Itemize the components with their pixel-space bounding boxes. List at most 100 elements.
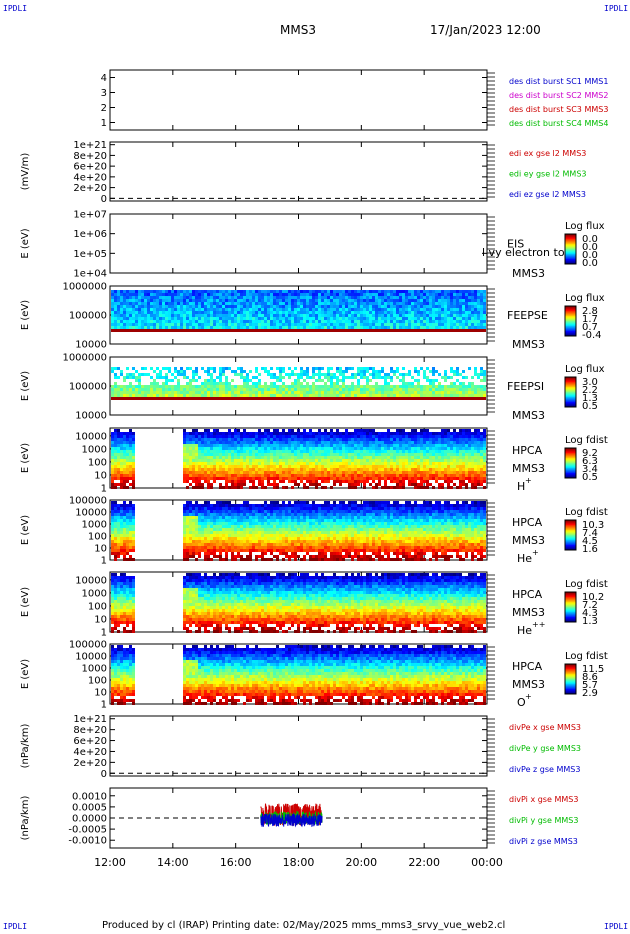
spectrogram-cell bbox=[426, 486, 429, 489]
spectrogram-cell bbox=[237, 450, 240, 453]
spectrogram-cell bbox=[360, 299, 363, 302]
spectrogram-cell bbox=[387, 397, 390, 400]
spectrogram-cell bbox=[150, 296, 153, 299]
spectrogram-cell bbox=[222, 311, 225, 314]
spectrogram-cell bbox=[195, 435, 198, 438]
spectrogram-cell bbox=[381, 435, 384, 438]
spectrogram-cell bbox=[381, 293, 384, 296]
spectrogram-cell bbox=[465, 290, 468, 293]
spectrogram-cell bbox=[132, 329, 135, 332]
spectrogram-cell bbox=[438, 468, 441, 471]
spectrogram-cell bbox=[264, 453, 267, 456]
spectrogram-cell bbox=[213, 397, 216, 400]
spectrogram-cell bbox=[417, 450, 420, 453]
spectrogram-cell bbox=[375, 438, 378, 441]
spectrogram-cell bbox=[447, 293, 450, 296]
spectrogram-cell bbox=[336, 465, 339, 468]
spectrogram-cell bbox=[435, 311, 438, 314]
spectrogram-cell bbox=[399, 388, 402, 391]
spectrogram-cell bbox=[171, 320, 174, 323]
spectrogram-cell bbox=[261, 432, 264, 435]
spectrogram-cell bbox=[126, 317, 129, 320]
spectrogram-cell bbox=[258, 450, 261, 453]
spectrogram-cell bbox=[411, 465, 414, 468]
spectrogram-cell bbox=[219, 367, 222, 370]
spectrogram-cell bbox=[120, 447, 123, 450]
spectrogram-cell bbox=[402, 456, 405, 459]
spectrogram-cell bbox=[129, 447, 132, 450]
spectrogram-cell bbox=[420, 462, 423, 465]
spectrogram-cell bbox=[174, 314, 177, 317]
spectrogram-cell bbox=[447, 447, 450, 450]
spectrogram-cell bbox=[411, 394, 414, 397]
spectrogram-cell bbox=[285, 447, 288, 450]
spectrogram-cell bbox=[339, 323, 342, 326]
spectrogram-cell bbox=[405, 397, 408, 400]
spectrogram-cell bbox=[234, 441, 237, 444]
spectrogram-cell bbox=[306, 296, 309, 299]
spectrogram-cell bbox=[468, 305, 471, 308]
spectrogram-cell bbox=[414, 435, 417, 438]
spectrogram-cell bbox=[339, 480, 342, 483]
spectrogram-cell bbox=[351, 435, 354, 438]
spectrogram-cell bbox=[375, 444, 378, 447]
spectrogram-cell bbox=[135, 290, 138, 293]
spectrogram-cell bbox=[219, 435, 222, 438]
spectrogram-cell bbox=[360, 456, 363, 459]
spectrogram-cell bbox=[459, 317, 462, 320]
spectrogram-cell bbox=[282, 394, 285, 397]
spectrogram-cell bbox=[267, 385, 270, 388]
spectrogram-cell bbox=[336, 397, 339, 400]
spectrogram-cell bbox=[282, 453, 285, 456]
corner-label-top-left: IPDLI bbox=[3, 4, 28, 13]
spectrogram-cell bbox=[237, 367, 240, 370]
spectrogram-cell bbox=[150, 329, 153, 332]
spectrogram-cell bbox=[420, 391, 423, 394]
spectrogram-cell bbox=[387, 329, 390, 332]
spectrogram-cell bbox=[438, 474, 441, 477]
spectrogram-cell bbox=[189, 474, 192, 477]
spectrogram-cell bbox=[345, 314, 348, 317]
spectrogram-cell bbox=[240, 385, 243, 388]
spectrogram-cell bbox=[285, 444, 288, 447]
spectrogram-cell bbox=[345, 302, 348, 305]
spectrogram-cell bbox=[378, 296, 381, 299]
spectrogram-cell bbox=[243, 379, 246, 382]
spectrogram-cell bbox=[138, 320, 141, 323]
spectrogram-cell bbox=[381, 450, 384, 453]
spectrogram-cell bbox=[333, 465, 336, 468]
spectrogram-cell bbox=[132, 480, 135, 483]
spectrogram-cell bbox=[234, 459, 237, 462]
spectrogram-cell bbox=[255, 435, 258, 438]
spectrogram-cell bbox=[186, 311, 189, 314]
spectrogram-cell bbox=[216, 468, 219, 471]
spectrogram-cell bbox=[300, 376, 303, 379]
spectrogram-cell bbox=[426, 329, 429, 332]
spectrogram-cell bbox=[339, 388, 342, 391]
spectrogram-cell bbox=[189, 314, 192, 317]
spectrogram-cell bbox=[261, 453, 264, 456]
spectrogram-cell bbox=[309, 376, 312, 379]
spectrogram-cell bbox=[183, 480, 186, 483]
spectrogram-cell bbox=[441, 459, 444, 462]
spectrogram-cell bbox=[483, 323, 486, 326]
spectrogram-cell bbox=[120, 462, 123, 465]
spectrogram-cell bbox=[336, 468, 339, 471]
spectrogram-cell bbox=[360, 293, 363, 296]
spectrogram-cell bbox=[120, 385, 123, 388]
spectrogram-cell bbox=[120, 474, 123, 477]
spectrogram-cell bbox=[300, 305, 303, 308]
spectrogram-cell bbox=[126, 314, 129, 317]
spectrogram-cell bbox=[279, 326, 282, 329]
spectrogram-cell bbox=[279, 444, 282, 447]
spectrogram-cell bbox=[234, 326, 237, 329]
spectrogram-cell bbox=[243, 290, 246, 293]
spectrogram-cell bbox=[114, 385, 117, 388]
spectrogram-cell bbox=[210, 391, 213, 394]
panel-edi-e-gse-ytick-label: 8e+20 bbox=[73, 151, 107, 162]
spectrogram-cell bbox=[291, 290, 294, 293]
panel-hpca-h-ytick-label: 1000 bbox=[82, 444, 107, 455]
spectrogram-cell bbox=[123, 326, 126, 329]
spectrogram-cell bbox=[381, 397, 384, 400]
spectrogram-cell bbox=[414, 296, 417, 299]
